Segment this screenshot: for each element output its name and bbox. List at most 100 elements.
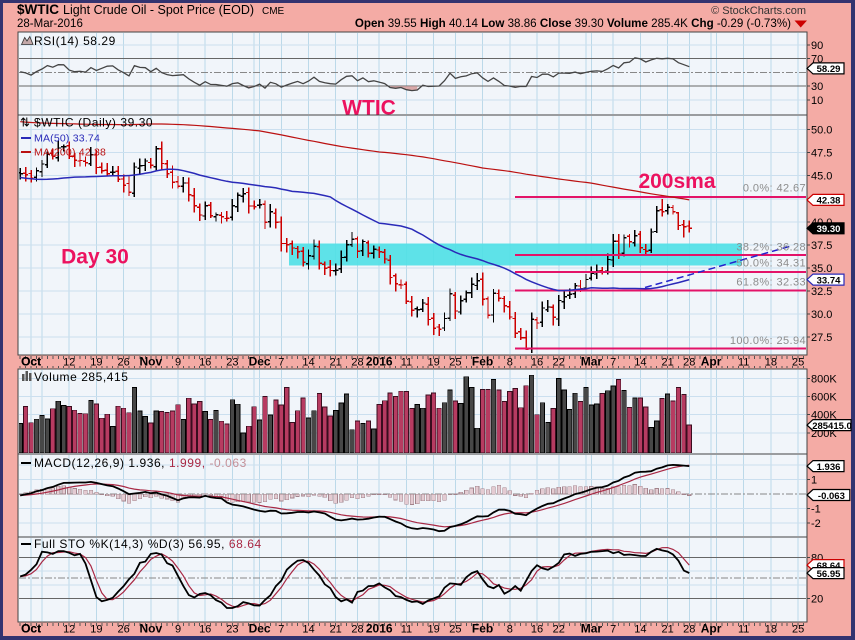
svg-text:28-Mar-2016: 28-Mar-2016: [17, 18, 83, 30]
svg-text:47.5: 47.5: [811, 148, 832, 160]
svg-text:16: 16: [199, 357, 211, 369]
svg-text:56.95: 56.95: [817, 569, 841, 580]
svg-text:8: 8: [507, 624, 513, 636]
svg-text:23: 23: [226, 357, 238, 369]
svg-text:16: 16: [531, 357, 543, 369]
svg-text:32.5: 32.5: [811, 286, 832, 298]
svg-text:35.0: 35.0: [811, 263, 832, 275]
svg-text:10: 10: [811, 95, 823, 107]
svg-text:Open 39.55 High 40.14 Low 38.8: Open 39.55 High 40.14 Low 38.86 Close 39…: [355, 17, 791, 30]
svg-text:Oct: Oct: [21, 622, 41, 636]
svg-text:1.936: 1.936: [817, 462, 841, 473]
svg-text:42.38: 42.38: [817, 196, 841, 207]
svg-text:MACD(12,26,9) 1.936, 1.999, -0: MACD(12,26,9) 1.936, 1.999, -0.063: [34, 456, 247, 470]
svg-text:19: 19: [90, 357, 102, 369]
svg-text:19: 19: [427, 624, 439, 636]
svg-text:22: 22: [553, 357, 565, 369]
svg-text:58.29: 58.29: [817, 64, 841, 75]
svg-text:11: 11: [401, 357, 412, 369]
svg-text:100.0%: 25.94: 100.0%: 25.94: [730, 335, 806, 347]
svg-text:200sma: 200sma: [638, 170, 715, 193]
svg-text:9: 9: [175, 357, 181, 369]
svg-text:38.2%: 36.28: 38.2%: 36.28: [736, 242, 806, 254]
svg-text:Full STO %K(14,3) %D(3) 56.95,: Full STO %K(14,3) %D(3) 56.95, 68.64: [34, 537, 262, 551]
svg-text:28: 28: [351, 624, 363, 636]
svg-text:MA(200) 42.38: MA(200) 42.38: [34, 147, 106, 159]
svg-text:Oct: Oct: [21, 355, 41, 369]
svg-text:-2: -2: [811, 518, 821, 530]
svg-text:Apr: Apr: [701, 355, 722, 369]
svg-text:21: 21: [330, 357, 342, 369]
svg-text:2016: 2016: [366, 355, 393, 369]
svg-text:Mar: Mar: [581, 622, 603, 636]
svg-text:Mar: Mar: [581, 355, 603, 369]
svg-text:12: 12: [63, 357, 75, 369]
svg-text:45.0: 45.0: [811, 171, 832, 183]
svg-text:12: 12: [63, 624, 75, 636]
svg-text:37.5: 37.5: [811, 240, 832, 252]
svg-text:Dec: Dec: [249, 355, 271, 369]
svg-text:8: 8: [507, 357, 513, 369]
svg-text:21: 21: [330, 624, 342, 636]
svg-text:25: 25: [792, 357, 804, 369]
svg-text:Light Crude Oil - Spot Price (: Light Crude Oil - Spot Price (EOD): [63, 3, 254, 17]
svg-text:Apr: Apr: [701, 622, 722, 636]
svg-text:© StockCharts.com: © StockCharts.com: [711, 5, 806, 17]
svg-text:14: 14: [634, 357, 646, 369]
svg-text:14: 14: [634, 624, 646, 636]
svg-text:Nov: Nov: [139, 355, 162, 369]
svg-text:27.5: 27.5: [811, 332, 832, 344]
svg-text:20: 20: [811, 594, 823, 606]
svg-text:21: 21: [661, 624, 673, 636]
svg-text:CME: CME: [262, 6, 285, 17]
svg-text:7: 7: [610, 624, 616, 636]
svg-text:14: 14: [302, 357, 314, 369]
svg-text:16: 16: [531, 624, 543, 636]
svg-text:7: 7: [278, 357, 284, 369]
svg-text:Oct: Oct: [21, 622, 41, 636]
svg-text:Day 30: Day 30: [61, 246, 129, 269]
svg-text:50.0: 50.0: [811, 125, 832, 137]
svg-text:Nov: Nov: [139, 622, 162, 636]
svg-text:26: 26: [117, 624, 129, 636]
svg-text:68.64: 68.64: [817, 561, 841, 572]
svg-text:11: 11: [738, 624, 749, 636]
svg-text:800K: 800K: [811, 374, 837, 386]
svg-text:11: 11: [401, 624, 412, 636]
svg-text:600K: 600K: [811, 392, 837, 404]
svg-text:21: 21: [661, 357, 673, 369]
svg-text:18: 18: [765, 624, 777, 636]
svg-text:0.0%: 42.67: 0.0%: 42.67: [743, 183, 806, 195]
svg-text:14: 14: [302, 624, 314, 636]
svg-text:90: 90: [811, 40, 823, 52]
svg-text:23: 23: [226, 624, 238, 636]
svg-text:Feb: Feb: [472, 622, 493, 636]
svg-text:33.74: 33.74: [817, 275, 841, 286]
svg-text:-0.063: -0.063: [818, 491, 845, 502]
svg-text:18: 18: [765, 357, 777, 369]
svg-text:-1: -1: [811, 504, 821, 516]
svg-text:28: 28: [683, 624, 695, 636]
svg-text:⇅: ⇅: [20, 116, 30, 130]
svg-text:16: 16: [199, 624, 211, 636]
svg-text:25: 25: [449, 624, 461, 636]
svg-text:Volume 285,415: Volume 285,415: [34, 370, 128, 384]
svg-text:$WTIC (Daily) 39.30: $WTIC (Daily) 39.30: [34, 116, 153, 130]
svg-text:400K: 400K: [811, 410, 837, 422]
svg-text:1: 1: [811, 475, 817, 487]
svg-text:9: 9: [175, 624, 181, 636]
svg-text:MA(50) 33.74: MA(50) 33.74: [34, 133, 100, 145]
svg-text:50.0%: 34.31: 50.0%: 34.31: [736, 258, 806, 270]
svg-text:$WTIC: $WTIC: [17, 2, 59, 17]
svg-text:61.8%: 32.33: 61.8%: 32.33: [736, 277, 806, 289]
svg-text:25: 25: [792, 624, 804, 636]
svg-text:19: 19: [90, 624, 102, 636]
svg-text:WTIC: WTIC: [342, 97, 396, 120]
svg-text:7: 7: [610, 357, 616, 369]
svg-text:39.30: 39.30: [817, 224, 841, 235]
svg-text:26: 26: [117, 357, 129, 369]
svg-text:28: 28: [351, 357, 363, 369]
svg-text:11: 11: [738, 357, 749, 369]
svg-text:30: 30: [811, 81, 823, 93]
svg-text:Dec: Dec: [249, 622, 271, 636]
